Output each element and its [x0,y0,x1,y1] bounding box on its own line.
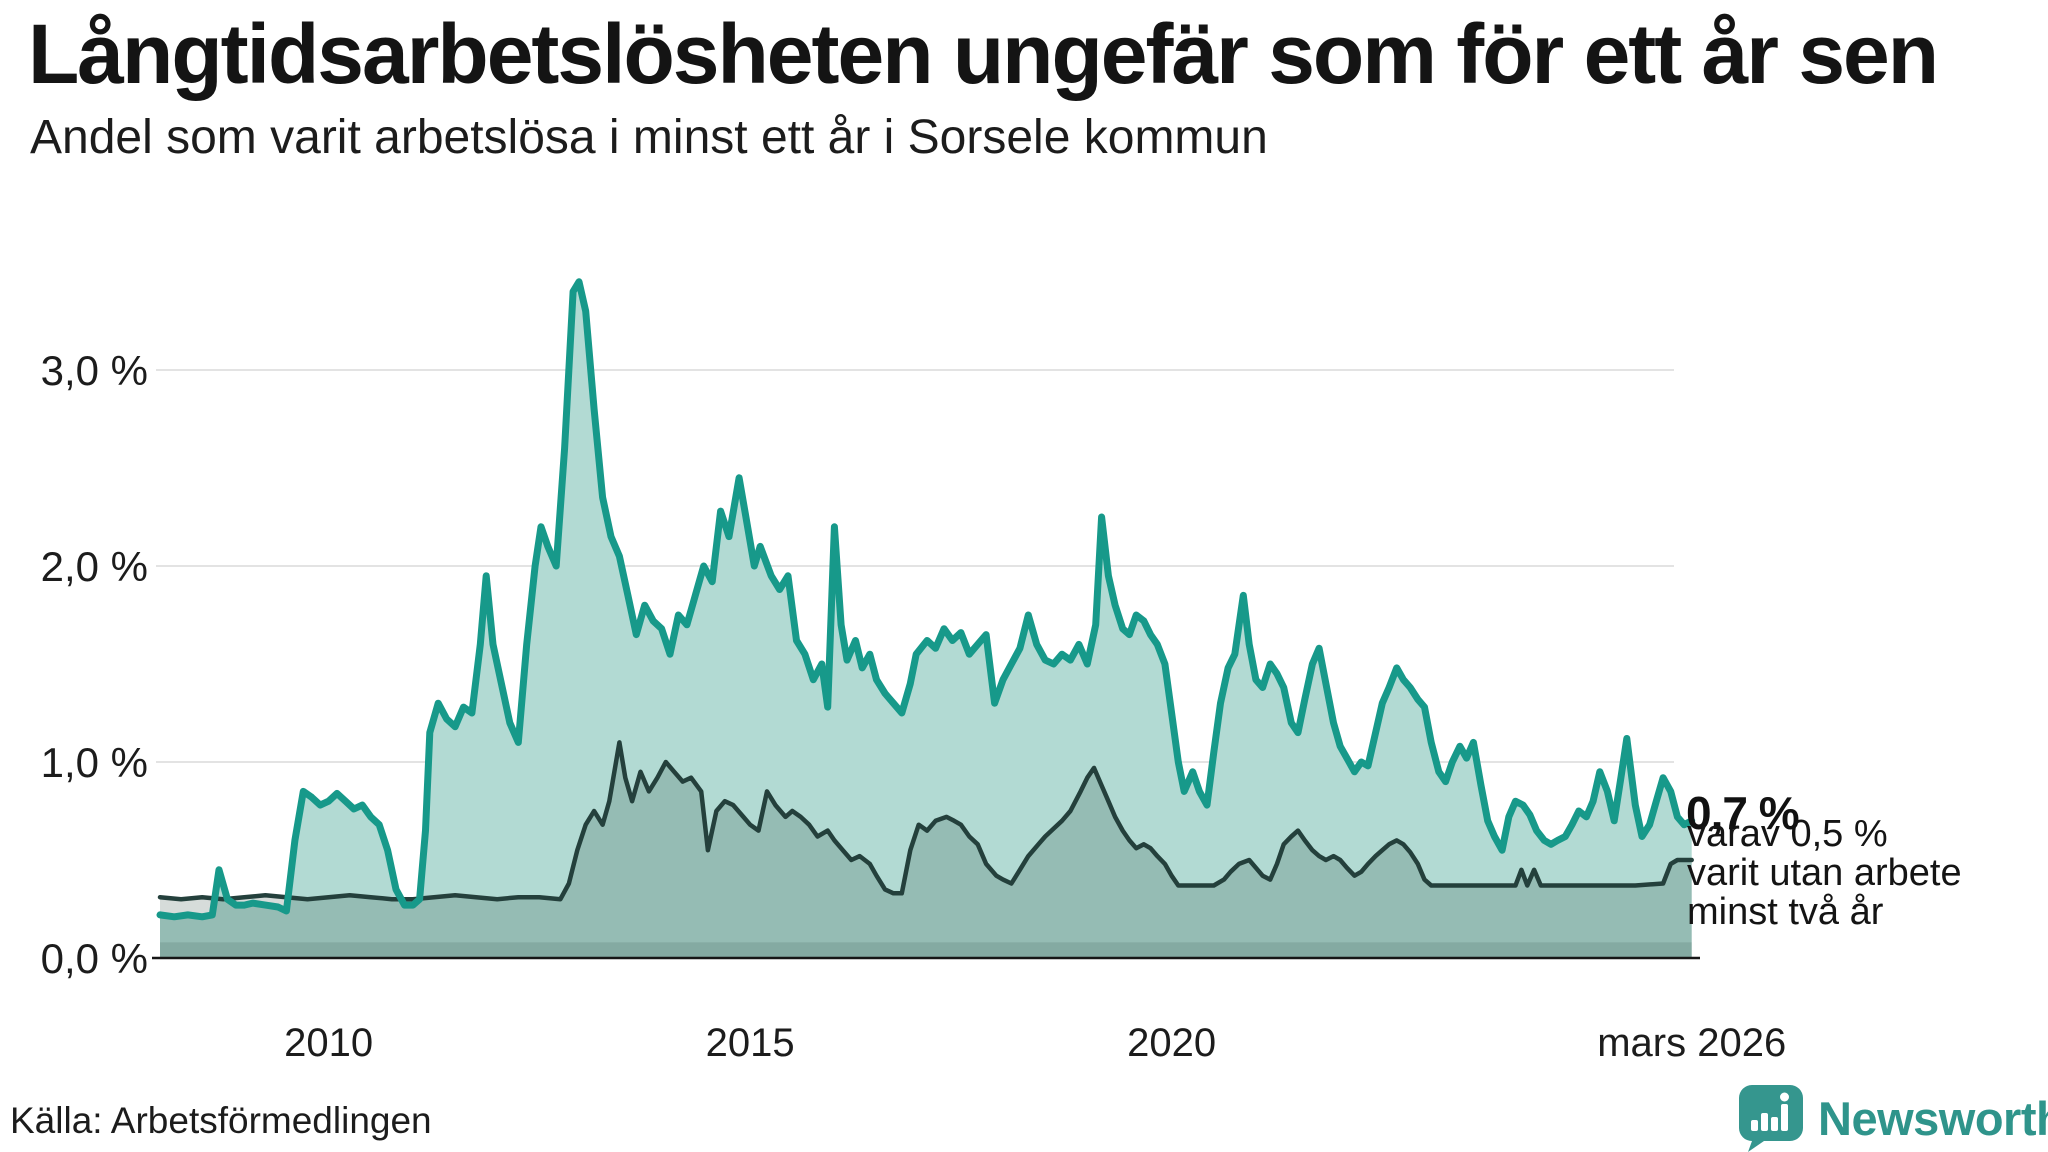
bar-3 [1771,1117,1778,1131]
x-tick-label: 2010 [284,1021,373,1065]
annotation-line-2: varit utan arbete [1687,852,1962,894]
source-caption: Källa: Arbetsförmedlingen [10,1100,432,1141]
latest-value-detail: varav 0,5 % varit utan arbete minst två … [1687,815,1962,932]
line-min-one-year [156,278,1696,921]
newsworthy-logo-icon [1739,1085,1803,1152]
bar-1 [1751,1120,1758,1131]
y-tick-label: 1,0 % [41,739,148,786]
newsworthy-logo: Newsworthy [1738,1084,2048,1152]
y-tick-label: 2,0 % [41,543,148,590]
x-tick-label: 2020 [1127,1021,1216,1065]
speech-bubble-shape [1739,1085,1803,1152]
y-tick-label: 3,0 % [41,347,148,394]
annotation-line-3: minst två år [1687,891,1884,933]
latest-value-label: 0,7 % [1686,787,1800,839]
area-min-two-years [160,742,1692,958]
annotation-line-1: varav 0,5 % [1687,813,1888,855]
chart-title: Långtidsarbetslösheten ungefär som för e… [28,7,1939,101]
baseline-band [160,942,1692,958]
exclamation-bar [1781,1104,1788,1131]
chart-subtitle: Andel som varit arbetslösa i minst ett å… [30,111,1268,164]
exclamation-dot [1780,1092,1789,1102]
x-tick-label: 2015 [706,1021,795,1065]
bar-2 [1761,1113,1768,1131]
area-min-one-year [160,281,1692,958]
y-tick-label: 0,0 % [41,935,148,982]
x-tick-label: mars 2026 [1597,1021,1786,1065]
line-min-two-years [157,740,1694,902]
newsworthy-logo-text: Newsworthy [1818,1091,2048,1145]
